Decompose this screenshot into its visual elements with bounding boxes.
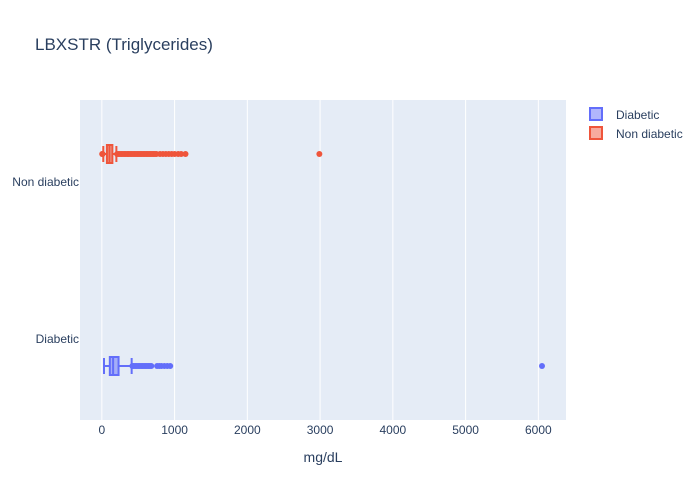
legend-swatch-non-diabetic <box>589 126 603 140</box>
outlier-point[interactable] <box>316 151 323 157</box>
box-trace-non-diabetic[interactable] <box>99 144 323 164</box>
outlier-point[interactable] <box>148 363 155 369</box>
legend-item-non-diabetic[interactable]: Non diabetic <box>589 126 683 141</box>
y-axis-ticks: Diabetic Non diabetic <box>12 175 79 346</box>
x-tick-label: 0 <box>98 423 105 437</box>
legend-item-diabetic[interactable]: Diabetic <box>589 107 659 122</box>
x-axis-ticks: 0 1000 2000 3000 4000 5000 6000 <box>98 423 552 437</box>
chart-title: LBXSTR (Triglycerides) <box>35 35 213 54</box>
legend-label-non-diabetic: Non diabetic <box>616 127 683 141</box>
x-tick-label: 5000 <box>452 423 479 437</box>
legend-swatch-diabetic <box>589 107 603 121</box>
y-tick-label: Diabetic <box>36 332 79 346</box>
outlier-point[interactable] <box>167 363 174 369</box>
x-tick-label: 3000 <box>307 423 334 437</box>
x-tick-label: 6000 <box>525 423 552 437</box>
box-iqr <box>108 356 120 376</box>
box-series[interactable] <box>99 144 545 376</box>
box-trace-diabetic[interactable] <box>103 356 545 376</box>
legend[interactable]: Diabetic Non diabetic <box>589 107 683 141</box>
y-tick-label: Non diabetic <box>12 175 79 189</box>
x-tick-label: 4000 <box>379 423 406 437</box>
legend-label-diabetic: Diabetic <box>616 108 659 122</box>
outlier-point[interactable] <box>178 151 185 157</box>
outlier-point[interactable] <box>182 151 189 157</box>
x-axis-title: mg/dL <box>304 449 343 465</box>
plot-area <box>80 100 566 420</box>
outlier-point[interactable] <box>538 363 545 369</box>
x-tick-label: 1000 <box>161 423 188 437</box>
x-tick-label: 2000 <box>234 423 261 437</box>
outlier-point[interactable] <box>99 151 106 157</box>
